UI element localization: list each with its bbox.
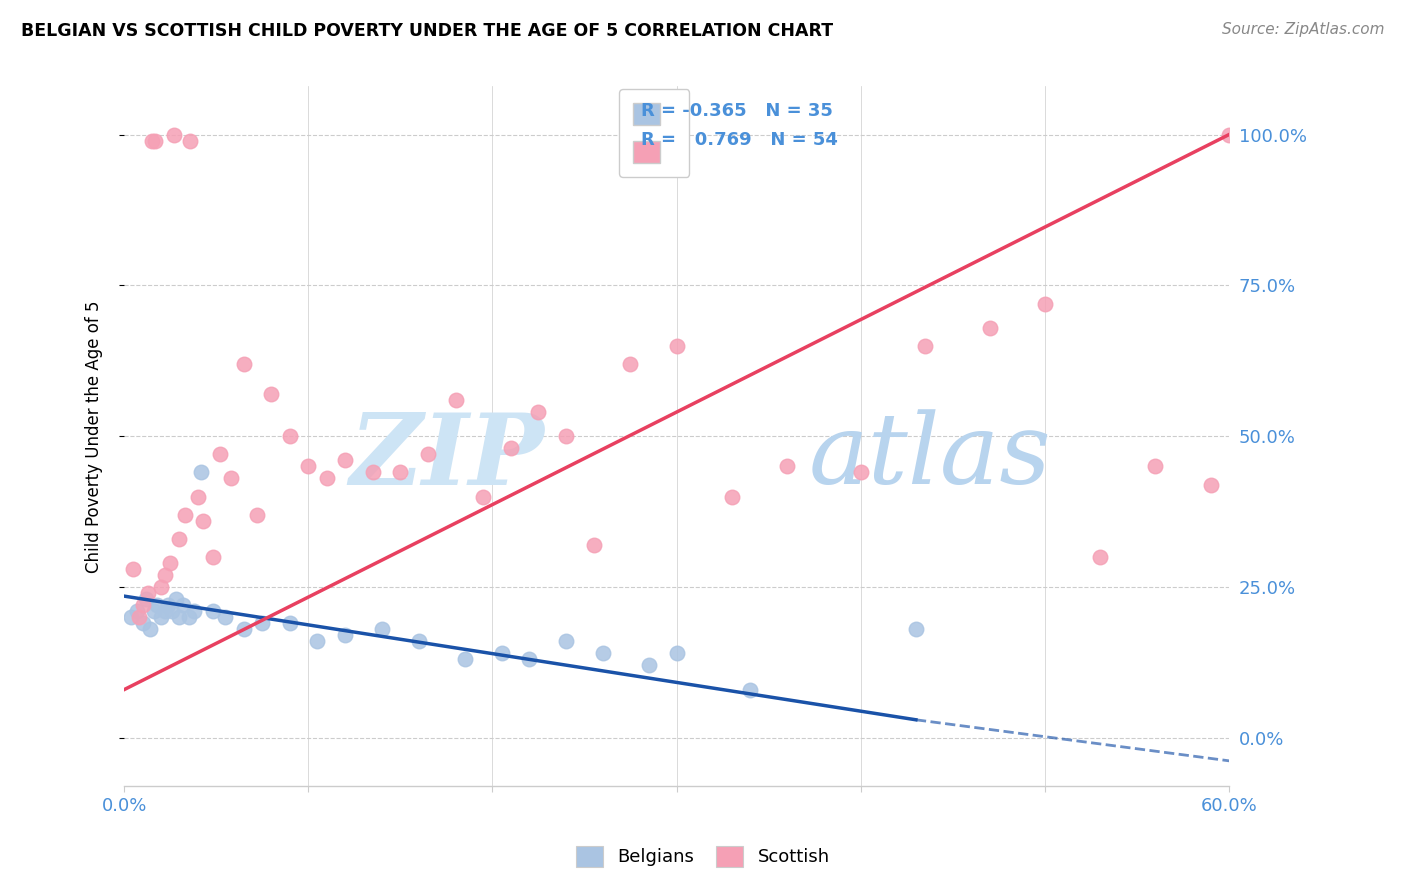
Point <box>159 556 181 570</box>
Point <box>135 592 157 607</box>
Point <box>849 466 872 480</box>
Point <box>638 658 661 673</box>
Point <box>1088 549 1111 564</box>
Point <box>190 466 212 480</box>
Point <box>121 610 143 624</box>
Point <box>517 652 540 666</box>
Point <box>371 622 394 636</box>
Point <box>1246 128 1268 142</box>
Point <box>232 622 254 636</box>
Y-axis label: Child Poverty Under the Age of 5: Child Poverty Under the Age of 5 <box>86 300 103 573</box>
Point <box>278 616 301 631</box>
Point <box>145 134 167 148</box>
Point <box>720 490 742 504</box>
Point <box>416 447 439 461</box>
Point <box>172 598 194 612</box>
Point <box>333 453 356 467</box>
Point <box>174 508 197 522</box>
Point <box>361 466 384 480</box>
Point <box>454 652 477 666</box>
Point <box>157 598 180 612</box>
Text: R = -0.365   N = 35: R = -0.365 N = 35 <box>641 102 832 120</box>
Point <box>122 562 145 576</box>
Point <box>582 538 605 552</box>
Point <box>163 128 186 142</box>
Point <box>153 604 176 618</box>
Point <box>232 357 254 371</box>
Point <box>208 447 231 461</box>
Point <box>246 508 269 522</box>
Point <box>1199 477 1222 491</box>
Point <box>1272 128 1295 142</box>
Point <box>297 459 319 474</box>
Point <box>193 514 215 528</box>
Point <box>333 628 356 642</box>
Point <box>665 339 688 353</box>
Point <box>979 320 1001 334</box>
Point <box>1033 296 1056 310</box>
Point <box>1218 128 1240 142</box>
Point <box>619 357 641 371</box>
Point <box>125 604 148 618</box>
Point <box>141 134 163 148</box>
Text: Source: ZipAtlas.com: Source: ZipAtlas.com <box>1222 22 1385 37</box>
Point <box>214 610 236 624</box>
Text: ZIP: ZIP <box>349 409 544 506</box>
Point <box>1254 128 1277 142</box>
Point <box>1236 128 1258 142</box>
Point <box>187 490 209 504</box>
Point <box>307 634 329 648</box>
Text: atlas: atlas <box>808 409 1052 505</box>
Point <box>1227 128 1250 142</box>
Point <box>472 490 495 504</box>
Point <box>592 647 614 661</box>
Point <box>136 586 159 600</box>
Point <box>315 471 337 485</box>
Point <box>183 604 205 618</box>
Point <box>555 429 578 443</box>
Point <box>389 466 412 480</box>
Point <box>914 339 936 353</box>
Point <box>527 405 550 419</box>
Legend: , : , <box>620 89 689 177</box>
Point <box>499 442 522 456</box>
Point <box>665 647 688 661</box>
Legend: Belgians, Scottish: Belgians, Scottish <box>569 838 837 874</box>
Point <box>149 610 172 624</box>
Point <box>177 610 200 624</box>
Point <box>131 598 153 612</box>
Point <box>153 568 176 582</box>
Point <box>1264 128 1286 142</box>
Point <box>179 134 201 148</box>
Point <box>160 604 183 618</box>
Point <box>278 429 301 443</box>
Point <box>169 610 191 624</box>
Point <box>131 616 153 631</box>
Point <box>165 592 187 607</box>
Point <box>169 532 191 546</box>
Point <box>1291 128 1313 142</box>
Text: R =   0.769   N = 54: R = 0.769 N = 54 <box>641 131 838 149</box>
Point <box>146 598 169 612</box>
Point <box>491 647 513 661</box>
Point <box>1282 128 1305 142</box>
Point <box>408 634 430 648</box>
Point <box>776 459 799 474</box>
Point <box>555 634 578 648</box>
Point <box>904 622 927 636</box>
Point <box>444 392 467 407</box>
Point <box>201 549 224 564</box>
Point <box>1144 459 1167 474</box>
Point <box>740 682 762 697</box>
Text: BELGIAN VS SCOTTISH CHILD POVERTY UNDER THE AGE OF 5 CORRELATION CHART: BELGIAN VS SCOTTISH CHILD POVERTY UNDER … <box>21 22 834 40</box>
Point <box>252 616 274 631</box>
Point <box>149 580 172 594</box>
Point <box>142 604 165 618</box>
Point <box>201 604 224 618</box>
Point <box>260 387 283 401</box>
Point <box>128 610 150 624</box>
Point <box>139 622 162 636</box>
Point <box>219 471 242 485</box>
